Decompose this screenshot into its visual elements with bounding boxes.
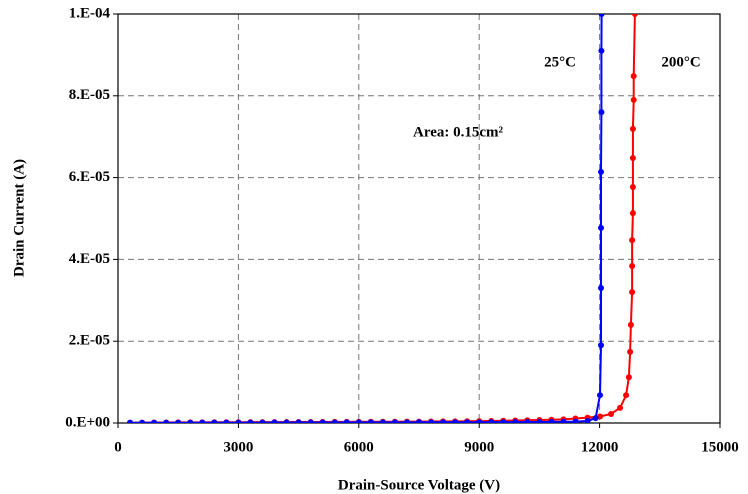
data-point: [630, 96, 637, 103]
data-point: [598, 109, 605, 116]
data-point: [367, 419, 374, 423]
y-tick-label: 8.E-05: [69, 87, 110, 103]
data-point: [331, 419, 338, 423]
data-point: [572, 418, 579, 423]
data-point: [560, 418, 567, 423]
data-point: [416, 419, 422, 423]
labels: 0.E+00 2.E-05 4.E-05 6.E-05 8.E-05 1.E-04 0 300…: [65, 5, 739, 455]
x-tick-label: 9000: [464, 439, 494, 455]
data-point: [488, 419, 495, 423]
x-tick-label: 6000: [344, 439, 374, 455]
data-point: [629, 237, 636, 244]
x-tick-label: 15000: [701, 439, 739, 455]
data-point: [440, 419, 447, 423]
data-point: [630, 73, 637, 80]
data-point: [271, 419, 278, 423]
plot-area: [127, 14, 638, 423]
data-point: [629, 289, 636, 296]
data-point: [629, 184, 636, 191]
x-tick-label: 0: [114, 439, 122, 455]
data-point: [403, 419, 410, 423]
y-axis-title: Drain Current (A): [11, 159, 27, 277]
data-point: [629, 262, 636, 269]
data-point: [598, 14, 605, 17]
data-point: [379, 419, 386, 423]
x-tick-label: 3000: [223, 439, 253, 455]
data-point: [283, 419, 290, 423]
series-line: [130, 14, 636, 423]
data-point: [629, 210, 636, 217]
data-point: [536, 418, 543, 423]
data-point: [629, 125, 636, 132]
y-tick-label: 4.E-05: [69, 251, 110, 267]
data-point: [598, 342, 605, 349]
data-point: [175, 419, 182, 423]
data-point: [631, 14, 638, 17]
data-point: [187, 419, 194, 423]
data-point: [223, 419, 230, 423]
data-point: [307, 419, 314, 423]
data-point: [623, 392, 630, 399]
y-tick-label: 6.E-05: [69, 169, 110, 185]
data-point: [617, 404, 624, 411]
data-point: [592, 415, 599, 422]
data-point: [627, 321, 634, 328]
data-point: [259, 419, 266, 423]
data-point: [598, 285, 605, 292]
data-point: [319, 419, 326, 423]
data-point: [211, 419, 218, 423]
data-point: [584, 417, 591, 423]
data-point: [524, 419, 531, 423]
data-point: [627, 348, 634, 355]
data-point: [295, 419, 302, 423]
y-tick-label: 1.E-04: [69, 5, 111, 21]
data-point: [629, 154, 636, 161]
data-point: [452, 419, 459, 423]
x-axis-title: Drain-Source Voltage (V): [338, 477, 500, 493]
data-point: [548, 418, 555, 423]
x-tick-label: 12000: [581, 439, 619, 455]
data-point: [343, 419, 350, 423]
data-point: [598, 47, 605, 54]
data-point: [428, 419, 435, 423]
data-point: [625, 374, 632, 381]
data-point: [500, 419, 507, 423]
data-point: [598, 224, 605, 231]
data-point: [608, 411, 615, 418]
data-point: [163, 419, 170, 423]
data-point: [598, 168, 605, 175]
y-tick-label: 2.E-05: [69, 333, 110, 349]
data-point: [139, 419, 146, 423]
data-point: [355, 419, 362, 423]
data-point: [476, 419, 483, 423]
data-point: [199, 419, 206, 423]
data-point: [235, 419, 242, 423]
y-tick-label: 0.E+00: [65, 414, 110, 430]
data-point: [151, 419, 158, 423]
data-point: [127, 419, 134, 423]
data-point: [597, 392, 604, 399]
annotation: 200°C: [661, 54, 700, 70]
annotation: Area: 0.15cm²: [413, 124, 504, 140]
data-point: [391, 419, 398, 423]
annotation: 25°C: [544, 54, 576, 70]
data-point: [464, 419, 471, 423]
data-point: [512, 419, 519, 423]
series-line: [130, 14, 603, 423]
data-point: [247, 419, 254, 423]
